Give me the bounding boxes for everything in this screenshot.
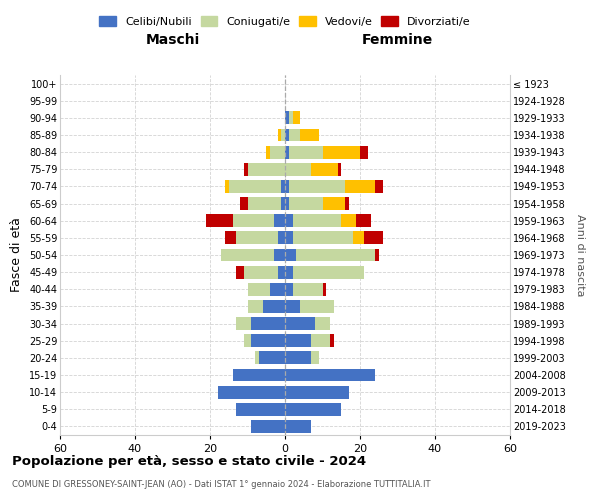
Bar	[300, 128, 319, 141]
Bar	[266, 146, 270, 158]
Bar	[330, 334, 334, 347]
Bar	[323, 146, 360, 158]
Bar	[270, 283, 285, 296]
Legend: Celibi/Nubili, Coniugati/e, Vedovi/e, Divorziati/e: Celibi/Nubili, Coniugati/e, Vedovi/e, Di…	[100, 16, 470, 26]
Bar	[345, 180, 375, 193]
Bar	[285, 283, 293, 296]
Bar	[281, 180, 285, 193]
Bar	[281, 197, 285, 210]
Bar	[248, 300, 263, 313]
Bar	[236, 232, 277, 244]
Bar	[285, 334, 311, 347]
Bar	[251, 317, 285, 330]
Bar	[360, 146, 367, 158]
Bar	[274, 214, 285, 227]
Bar	[274, 248, 285, 262]
Bar	[285, 214, 293, 227]
Bar	[337, 163, 341, 175]
Bar	[293, 232, 353, 244]
Bar	[285, 197, 289, 210]
Bar	[255, 352, 259, 364]
Bar	[270, 146, 285, 158]
Bar	[311, 352, 319, 364]
Bar	[236, 403, 285, 415]
Bar	[323, 197, 345, 210]
Bar	[225, 232, 236, 244]
Bar	[221, 248, 274, 262]
Bar	[259, 352, 285, 364]
Bar	[300, 300, 334, 313]
Bar	[206, 214, 233, 227]
Bar	[225, 180, 229, 193]
Bar	[345, 197, 349, 210]
Text: Popolazione per età, sesso e stato civile - 2024: Popolazione per età, sesso e stato civil…	[12, 455, 366, 468]
Bar	[285, 420, 311, 433]
Bar	[285, 300, 300, 313]
Bar	[244, 266, 277, 278]
Bar	[285, 146, 289, 158]
Bar	[285, 232, 293, 244]
Bar	[285, 128, 289, 141]
Bar	[353, 232, 364, 244]
Bar	[233, 214, 274, 227]
Bar	[285, 112, 289, 124]
Bar	[251, 334, 285, 347]
Text: Femmine: Femmine	[362, 34, 433, 48]
Bar	[289, 197, 323, 210]
Bar	[323, 283, 326, 296]
Bar	[248, 283, 270, 296]
Bar	[248, 163, 285, 175]
Bar	[293, 283, 323, 296]
Text: COMUNE DI GRESSONEY-SAINT-JEAN (AO) - Dati ISTAT 1° gennaio 2024 - Elaborazione : COMUNE DI GRESSONEY-SAINT-JEAN (AO) - Da…	[12, 480, 431, 489]
Y-axis label: Fasce di età: Fasce di età	[10, 218, 23, 292]
Bar	[296, 248, 375, 262]
Bar	[248, 197, 281, 210]
Bar	[285, 180, 289, 193]
Bar	[356, 214, 371, 227]
Bar	[277, 232, 285, 244]
Bar	[285, 266, 293, 278]
Bar	[311, 163, 337, 175]
Bar	[229, 180, 281, 193]
Bar	[244, 163, 248, 175]
Bar	[277, 266, 285, 278]
Bar	[341, 214, 356, 227]
Bar	[285, 248, 296, 262]
Bar	[285, 386, 349, 398]
Bar	[233, 368, 285, 382]
Text: Maschi: Maschi	[145, 34, 200, 48]
Y-axis label: Anni di nascita: Anni di nascita	[575, 214, 585, 296]
Bar	[289, 128, 300, 141]
Bar	[218, 386, 285, 398]
Bar	[315, 317, 330, 330]
Bar	[375, 248, 379, 262]
Bar	[277, 128, 281, 141]
Bar	[285, 352, 311, 364]
Bar	[289, 112, 293, 124]
Bar	[281, 128, 285, 141]
Bar	[293, 266, 364, 278]
Bar	[285, 163, 311, 175]
Bar	[289, 180, 345, 193]
Bar	[236, 317, 251, 330]
Bar	[293, 112, 300, 124]
Bar	[311, 334, 330, 347]
Bar	[251, 420, 285, 433]
Bar	[240, 197, 248, 210]
Bar	[263, 300, 285, 313]
Bar	[375, 180, 383, 193]
Bar	[293, 214, 341, 227]
Bar	[289, 146, 323, 158]
Bar	[285, 403, 341, 415]
Bar	[285, 368, 375, 382]
Bar	[244, 334, 251, 347]
Bar	[285, 317, 315, 330]
Bar	[236, 266, 244, 278]
Bar	[364, 232, 383, 244]
